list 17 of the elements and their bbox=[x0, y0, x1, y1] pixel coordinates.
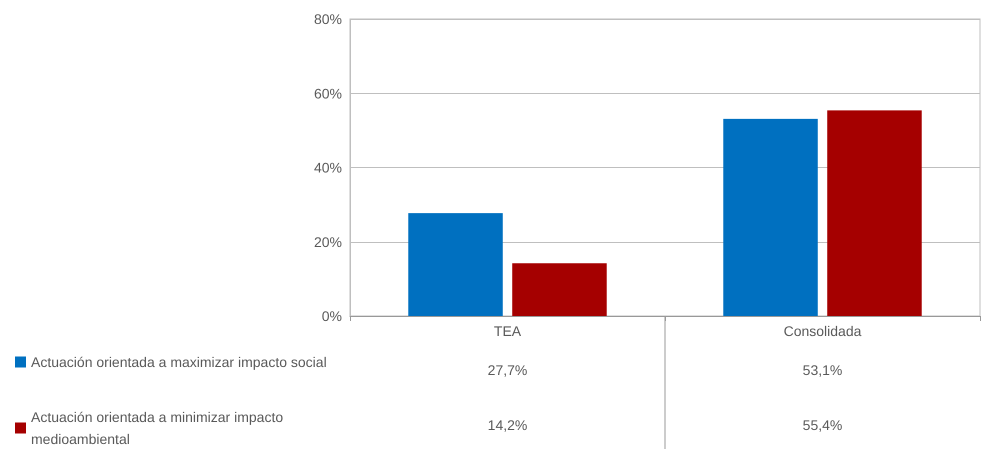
bar bbox=[408, 213, 503, 316]
legend-label: Actuación orientada a minimizar impacto medioambiental bbox=[31, 409, 288, 447]
y-tick-label: 40% bbox=[314, 160, 342, 176]
data-label: 27,7% bbox=[488, 362, 528, 378]
y-tick-label: 20% bbox=[314, 234, 342, 250]
data-label: 14,2% bbox=[488, 417, 528, 433]
bar bbox=[723, 118, 818, 316]
data-label: 53,1% bbox=[802, 362, 842, 378]
y-tick-label: 0% bbox=[322, 308, 342, 324]
x-tick-label: TEA bbox=[494, 323, 522, 339]
data-label: 55,4% bbox=[802, 417, 842, 433]
y-tick-label: 60% bbox=[314, 85, 342, 102]
bar bbox=[512, 263, 607, 316]
bar bbox=[827, 110, 922, 316]
x-tick-label: Consolidada bbox=[784, 323, 862, 339]
legend-label: Actuación orientada a maximizar impacto social bbox=[31, 354, 327, 370]
y-tick-label: 80% bbox=[314, 11, 342, 27]
